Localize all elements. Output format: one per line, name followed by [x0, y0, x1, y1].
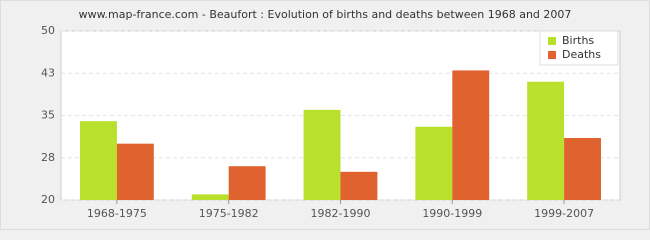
bar	[564, 138, 601, 200]
x-tick-label: 1990-1999	[422, 207, 482, 220]
legend-swatch	[548, 37, 556, 45]
y-tick-label: 20	[41, 193, 55, 206]
y-tick-label: 35	[41, 109, 55, 122]
bar	[415, 126, 453, 200]
x-tick-label: 1975-1982	[199, 207, 259, 220]
legend-box	[539, 30, 619, 66]
y-tick-label: 43	[41, 66, 55, 79]
bar	[452, 70, 490, 200]
bar	[527, 81, 565, 200]
x-tick-label: 1982-1990	[311, 207, 371, 220]
bar	[303, 109, 341, 200]
legend-swatch	[548, 51, 556, 59]
bar	[80, 121, 117, 200]
legend-label: Deaths	[562, 48, 601, 61]
y-tick-label: 50	[41, 24, 55, 37]
legend-label: Births	[562, 34, 594, 47]
bar	[340, 171, 378, 200]
x-tick-label: 1968-1975	[87, 207, 147, 220]
x-tick-label: 1999-2007	[534, 207, 594, 220]
chart-title: www.map-france.com - Beaufort : Evolutio…	[79, 8, 572, 21]
y-tick-label: 28	[41, 151, 55, 164]
bar	[191, 194, 229, 200]
bar	[228, 166, 266, 200]
bar	[116, 143, 154, 200]
chart: www.map-france.com - Beaufort : Evolutio…	[0, 0, 650, 230]
